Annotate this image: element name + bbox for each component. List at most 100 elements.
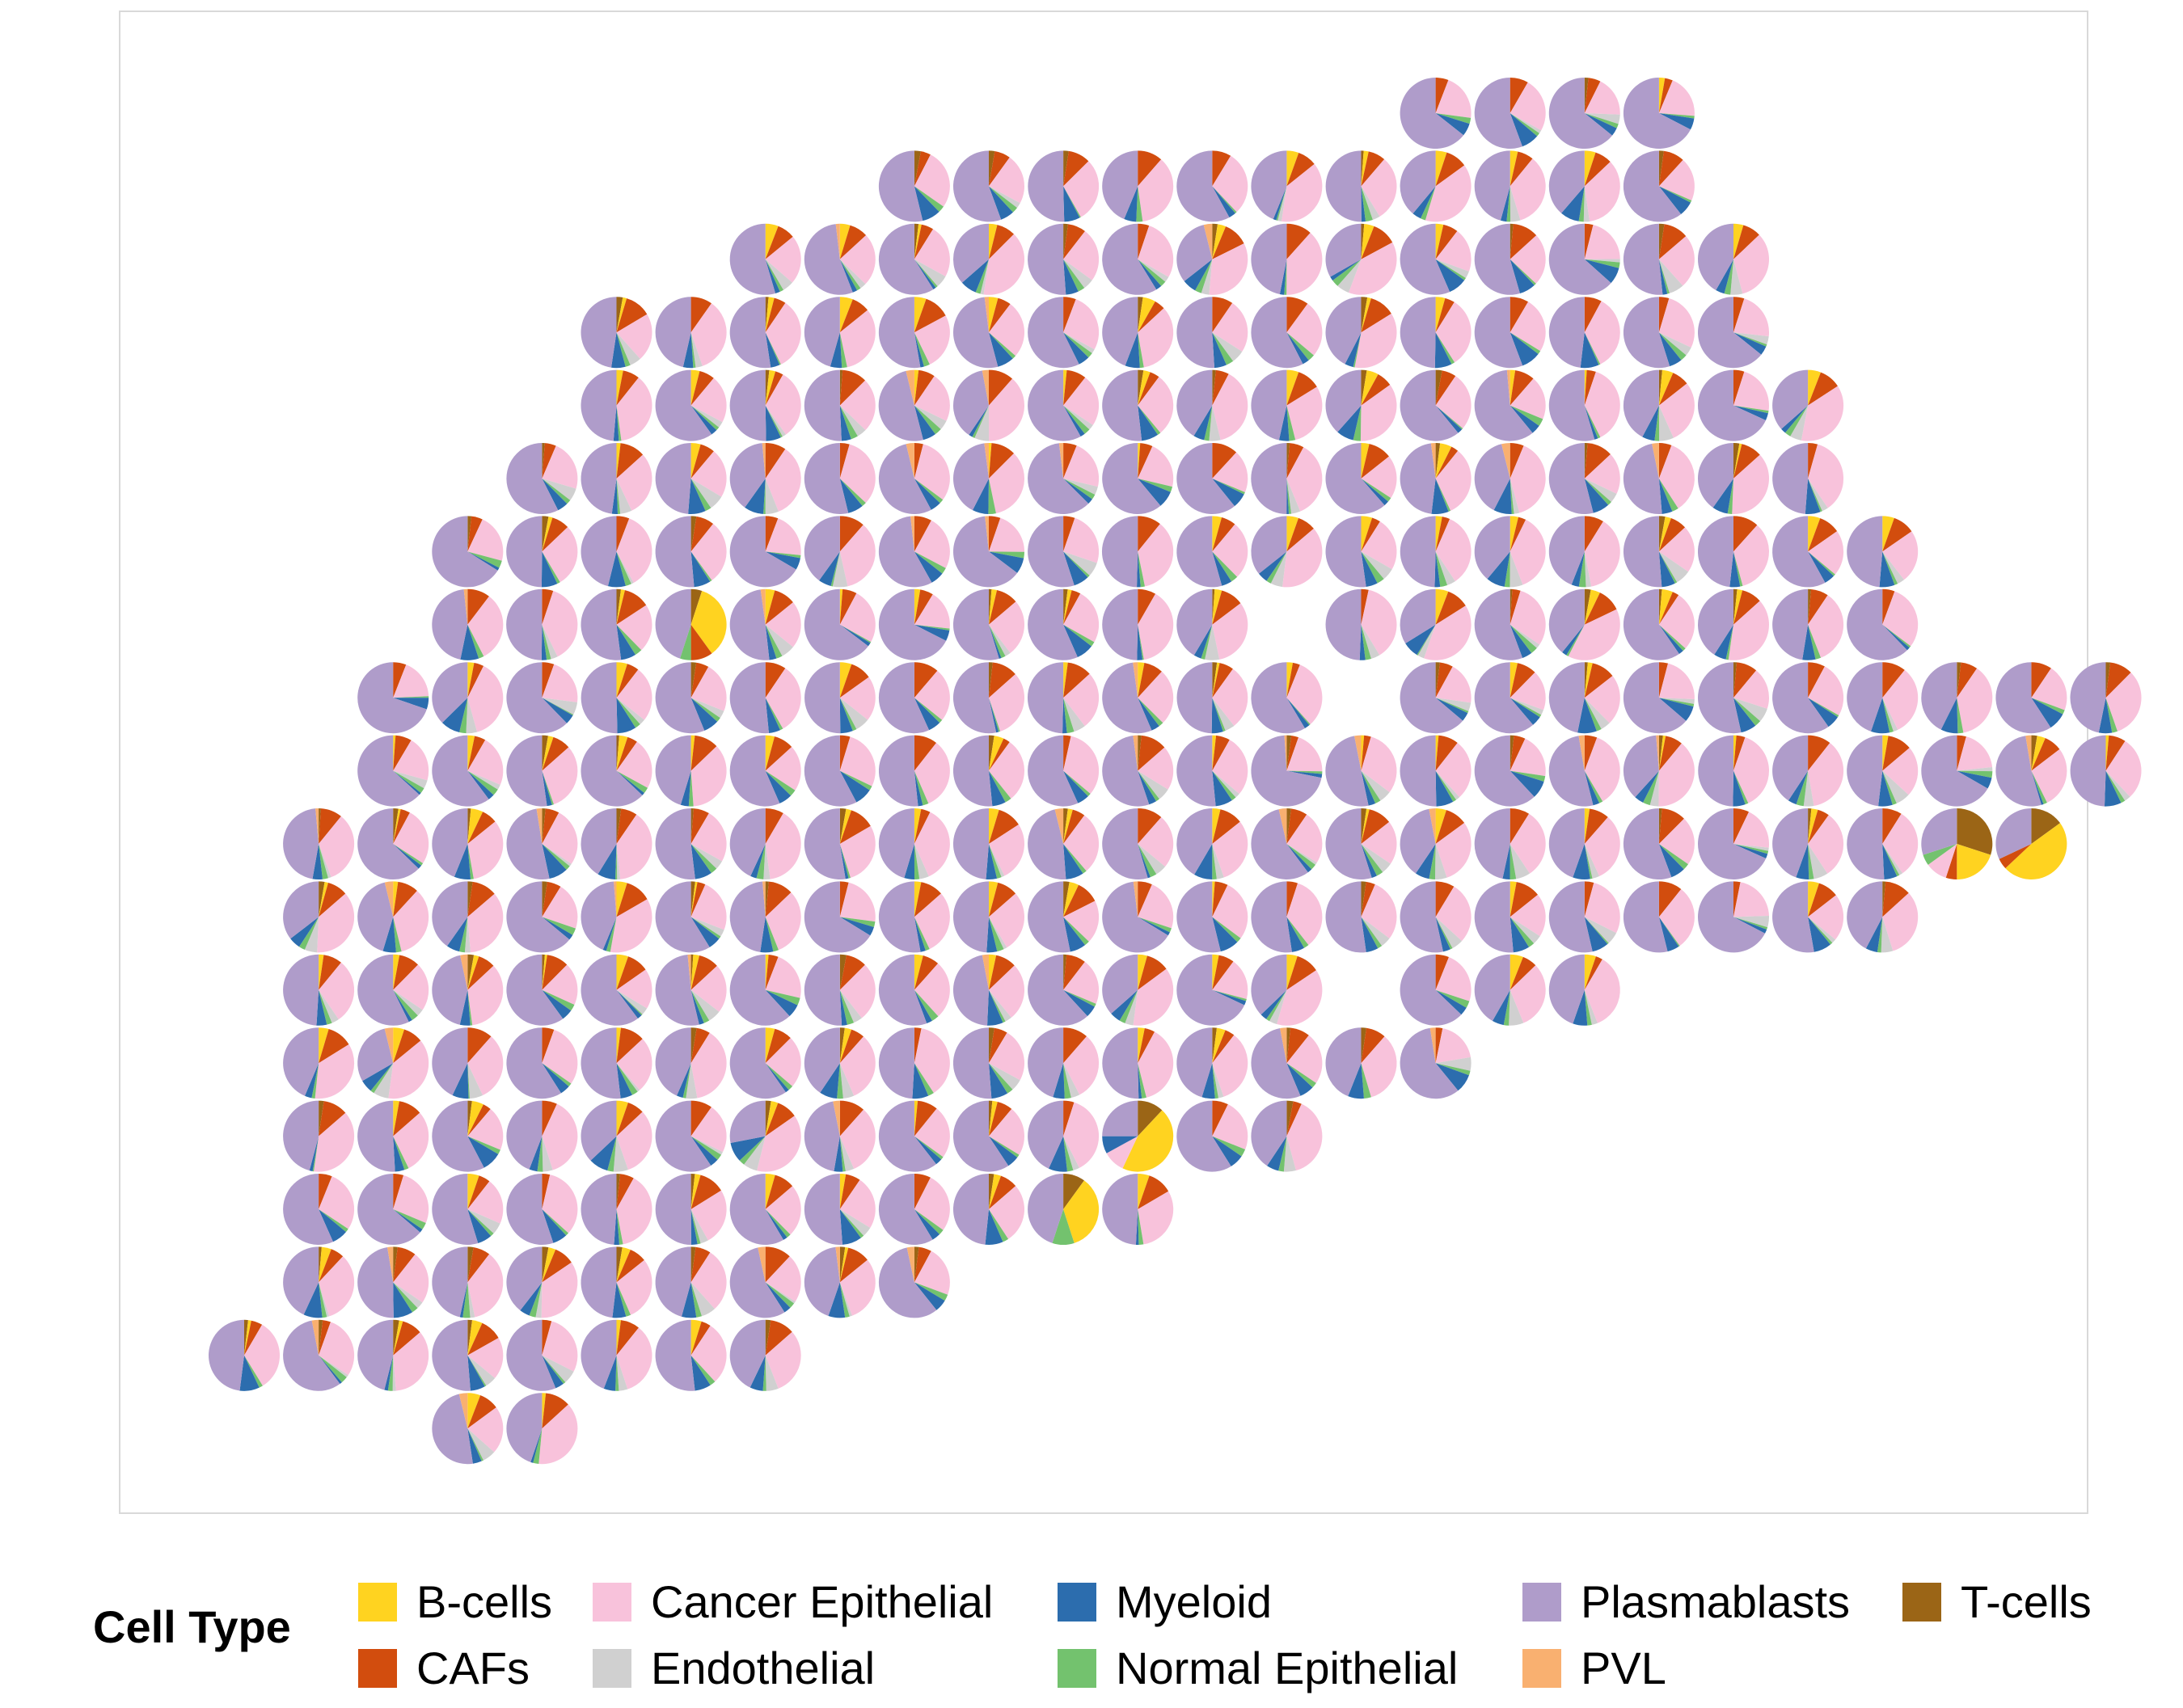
pie-slice-plasmablasts [729, 589, 770, 660]
pie-slice-t-cells [393, 1246, 398, 1283]
pie-slice-cafs [393, 1174, 404, 1209]
pie-slice-plasmablasts [581, 808, 617, 875]
pie-slice-cafs [1658, 808, 1684, 844]
pie-slice-myeloid [1487, 551, 1510, 587]
pie-marker [506, 954, 578, 1026]
pie-slice-cancer-epithelial [765, 1331, 801, 1389]
legend-key-plasmablasts [1522, 1583, 1561, 1622]
pie-slice-cafs [616, 590, 647, 625]
pie-slice-myeloid [382, 917, 396, 953]
pie-slice-b-cells [839, 1246, 849, 1283]
pie-slice-cancer-epithelial [319, 962, 355, 1020]
pie-slice-myeloid [1435, 698, 1468, 721]
pie-slice-cafs [1138, 443, 1153, 479]
pie-slice-myeloid [312, 844, 323, 880]
pie-slice-cafs [616, 1027, 643, 1064]
pie-marker [1102, 588, 1174, 660]
pie-slice-normal-epithelial [1286, 698, 1311, 726]
pie-slice-myeloid [1434, 332, 1452, 369]
pie-slice-cancer-epithelial [1584, 521, 1620, 587]
pie-slice-b-cells [1510, 516, 1519, 552]
pie-slice-cancer-epithelial [1658, 888, 1695, 947]
pie-marker [1623, 588, 1695, 660]
pie-slice-cafs [2105, 662, 2131, 698]
pie-slice-endothelial [1584, 917, 1617, 943]
pie-slice-plasmablasts [1251, 881, 1292, 953]
pie-slice-pvl [2025, 735, 2032, 771]
pie-slice-plasmablasts [1623, 150, 1682, 222]
pie-slice-cafs [542, 955, 568, 990]
pie-marker [506, 443, 578, 514]
pie-marker [1251, 662, 1323, 734]
pie-slice-t-cells [542, 735, 548, 771]
pie-slice-normal-epithelial [1435, 332, 1455, 365]
pie-slice-cancer-epithelial [1277, 970, 1323, 1026]
pie-slice-cancer-epithelial [616, 1178, 652, 1245]
pie-slice-cancer-epithelial [1957, 668, 1993, 733]
pie-slice-myeloid [760, 917, 774, 953]
pie-marker [1623, 443, 1695, 515]
pie-slice-plasmablasts [1847, 588, 1907, 660]
pie-marker [804, 369, 876, 441]
pie-slice-normal-epithelial [1063, 624, 1095, 647]
pie-slice-myeloid [820, 1063, 840, 1099]
pie-slice-normal-epithelial [914, 917, 930, 951]
pie-slice-myeloid [830, 332, 842, 369]
pie-slice-myeloid [749, 1355, 766, 1391]
pie-slice-pvl [1652, 443, 1659, 479]
pie-slice-cafs [319, 1029, 349, 1064]
pie-slice-myeloid [1808, 698, 1838, 727]
pie-slice-myeloid [1584, 479, 1609, 513]
pie-slice-endothelial [1584, 259, 1620, 263]
pie-marker [506, 1393, 578, 1465]
pie-marker [1548, 78, 1620, 149]
pie-slice-normal-epithelial [1195, 259, 1213, 293]
pie-slice-plasmablasts [432, 881, 468, 947]
pie-slice-myeloid [1201, 1063, 1215, 1099]
pie-marker [1325, 150, 1397, 222]
pie-slice-cancer-epithelial [690, 377, 727, 423]
pie-slice-myeloid [541, 624, 547, 660]
pie-slice-normal-epithelial [616, 770, 648, 793]
pie-slice-endothelial [616, 698, 644, 725]
pie-slice-cancer-epithelial [538, 1404, 578, 1465]
pie-slice-endothelial [1957, 767, 1993, 772]
pie-slice-b-cells [839, 808, 851, 844]
pie-marker [432, 662, 504, 734]
pie-marker [432, 808, 504, 879]
pie-slice-plasmablasts [1623, 297, 1670, 369]
pie-slice-cancer-epithelial [467, 1109, 504, 1150]
pie-slice-endothelial [1510, 844, 1531, 879]
pie-slice-myeloid [319, 1355, 342, 1385]
pie-slice-cancer-epithelial [317, 893, 355, 953]
pie-slice-cafs [319, 1174, 332, 1209]
pie-slice-cafs [914, 662, 938, 698]
pie-slice-endothelial [1803, 770, 1814, 807]
pie-slice-cancer-epithelial [319, 1176, 355, 1229]
pie-slice-pvl [1284, 735, 1287, 771]
pie-slice-cancer-epithelial [1658, 595, 1695, 649]
pie-slice-t-cells [542, 1246, 549, 1283]
pie-slice-plasmablasts [1847, 516, 1883, 588]
pie-slice-normal-epithelial [914, 405, 941, 435]
pie-slice-cancer-epithelial [839, 1259, 876, 1316]
pie-slice-endothelial [690, 698, 724, 719]
pie-slice-endothelial [319, 1355, 348, 1377]
pie-slice-normal-epithelial [1808, 917, 1833, 945]
pie-slice-cancer-epithelial [1138, 747, 1174, 790]
pie-slice-cafs [914, 1174, 931, 1209]
pie-slice-b-cells [393, 808, 401, 844]
legend-label: B-cells [416, 1576, 553, 1627]
pie-slice-plasmablasts [283, 1174, 333, 1246]
pie-slice-cancer-epithelial [244, 1324, 281, 1386]
pie-slice-t-cells [319, 881, 325, 917]
pie-slice-plasmablasts [1176, 808, 1213, 875]
pie-slice-cancer-epithelial [1286, 737, 1323, 772]
pie-slice-cancer-epithelial [1658, 663, 1695, 699]
pie-marker [432, 1027, 504, 1099]
pie-slice-myeloid [2098, 698, 2113, 734]
pie-slice-endothelial [1882, 844, 1903, 875]
pie-slice-normal-epithelial [319, 1282, 327, 1318]
pie-slice-b-cells [989, 736, 1004, 771]
pie-slice-cafs [1733, 225, 1759, 259]
